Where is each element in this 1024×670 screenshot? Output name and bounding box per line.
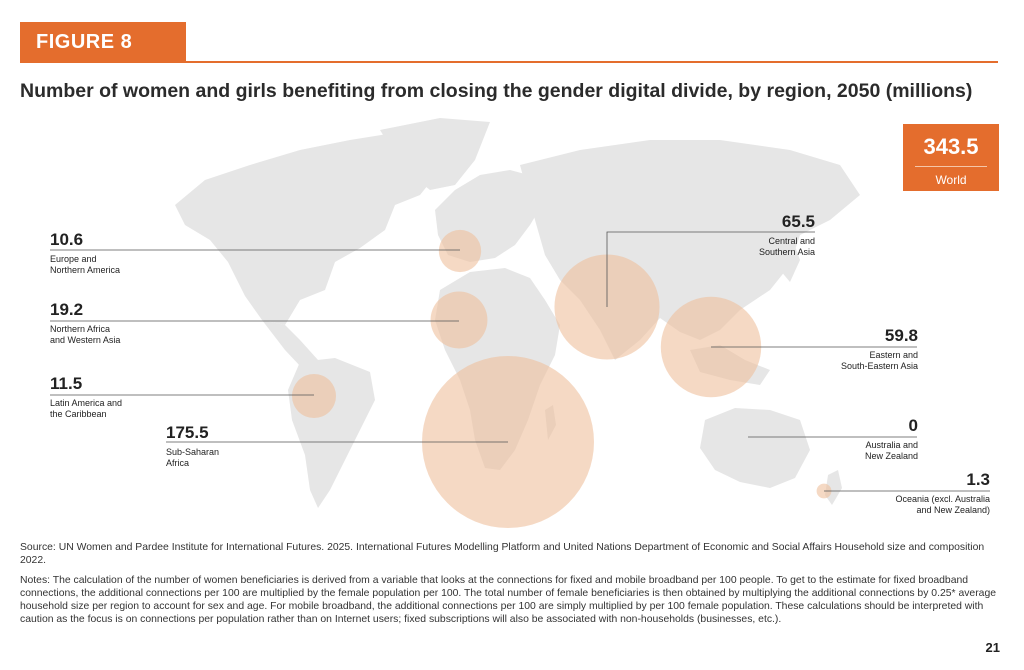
region-value: 19.2 bbox=[50, 300, 84, 319]
top-rule bbox=[20, 61, 998, 63]
leader-line-4 bbox=[606, 231, 815, 307]
region-value: 1.3 bbox=[966, 470, 990, 489]
bubble-0 bbox=[438, 229, 482, 273]
region-value: 59.8 bbox=[884, 326, 918, 345]
bubble-2 bbox=[291, 373, 337, 419]
source-note: Source: UN Women and Pardee Institute fo… bbox=[20, 542, 985, 566]
region-name: Europe and Northern America bbox=[50, 254, 121, 275]
region-name: Northern Africa and Western Asia bbox=[50, 324, 121, 345]
region-name: Eastern and South-Eastern Asia bbox=[840, 350, 918, 371]
region-label-europe-northern-america: 10.6 Europe and Northern America bbox=[50, 230, 120, 276]
world-total-rule bbox=[915, 166, 987, 167]
region-name: Oceania (excl. Australia and New Zealand) bbox=[895, 494, 990, 515]
region-value: 11.5 bbox=[50, 374, 83, 393]
chart-title: Number of women and girls benefiting fro… bbox=[20, 80, 973, 102]
region-name: Latin America and the Caribbean bbox=[50, 398, 123, 419]
region-label-australia-new-zealand: 0 Australia and New Zealand bbox=[865, 416, 918, 462]
region-label-latin-america-caribbean: 11.5 Latin America and the Caribbean bbox=[50, 374, 122, 420]
land-australia bbox=[700, 408, 810, 488]
land-north-america bbox=[175, 132, 470, 325]
region-name: Central and Southern Asia bbox=[758, 236, 815, 257]
land-japan bbox=[780, 238, 800, 282]
leader-lines-layer bbox=[50, 231, 990, 492]
region-label-central-southern-asia: 65.5 Central and Southern Asia bbox=[759, 212, 815, 258]
region-name: Australia and New Zealand bbox=[864, 440, 918, 461]
region-value: 65.5 bbox=[781, 212, 815, 231]
land-central-america bbox=[262, 320, 318, 368]
region-value: 10.6 bbox=[50, 230, 84, 249]
region-label-oceania: 1.3 Oceania (excl. Australia and New Zeal… bbox=[895, 470, 990, 516]
world-map bbox=[50, 118, 990, 528]
land-greenland bbox=[380, 118, 490, 190]
region-name: Sub-Saharan Africa bbox=[166, 447, 220, 468]
world-total-label: World bbox=[935, 173, 967, 187]
world-total-box: 343.5 World bbox=[903, 124, 999, 191]
notes: Notes: The calculation of the number of … bbox=[20, 575, 996, 625]
world-total-value: 343.5 bbox=[923, 134, 979, 159]
region-label-sub-saharan-africa: 175.5 Sub-Saharan Africa bbox=[166, 423, 219, 469]
figure-tag: FIGURE 8 bbox=[20, 22, 186, 62]
page-number: 21 bbox=[985, 640, 1000, 655]
bubble-1 bbox=[430, 291, 488, 349]
land-new-zealand bbox=[825, 470, 842, 505]
region-label-eastern-south-eastern-asia: 59.8 Eastern and South-Eastern Asia bbox=[841, 326, 918, 372]
region-value: 175.5 bbox=[166, 423, 209, 442]
region-label-northern-africa-western-asia: 19.2 Northern Africa and Western Asia bbox=[50, 300, 120, 346]
region-value: 0 bbox=[908, 416, 918, 435]
